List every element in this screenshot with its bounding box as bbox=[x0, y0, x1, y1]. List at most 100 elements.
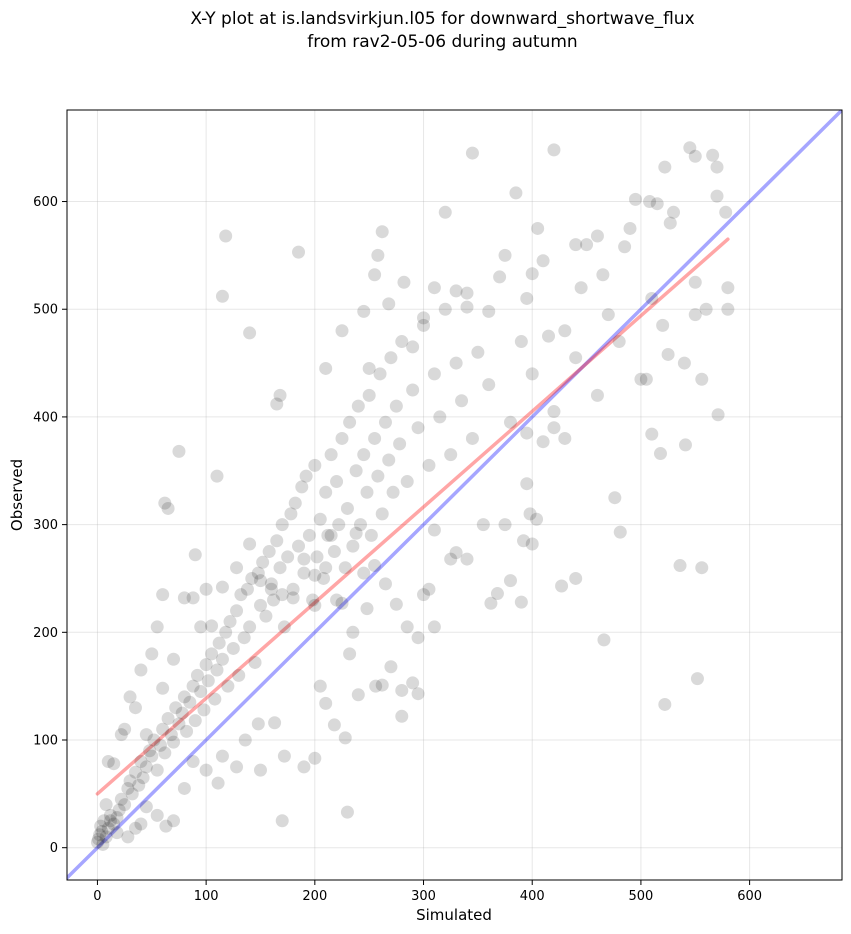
data-point bbox=[375, 678, 389, 692]
data-point bbox=[230, 760, 244, 774]
data-point bbox=[547, 143, 561, 157]
data-point bbox=[186, 679, 200, 693]
data-point bbox=[99, 830, 113, 844]
data-point bbox=[362, 361, 376, 375]
data-point bbox=[208, 692, 222, 706]
data-point bbox=[134, 817, 148, 831]
data-point bbox=[634, 372, 648, 386]
data-point bbox=[330, 475, 344, 489]
data-point bbox=[319, 485, 333, 499]
data-point bbox=[371, 248, 385, 262]
data-point bbox=[558, 431, 572, 445]
data-point bbox=[267, 593, 281, 607]
data-point bbox=[465, 431, 479, 445]
data-point bbox=[343, 647, 357, 661]
data-point bbox=[427, 620, 441, 634]
data-point bbox=[264, 582, 278, 596]
data-point bbox=[340, 805, 354, 819]
data-point bbox=[156, 722, 170, 736]
data-point bbox=[663, 216, 677, 230]
data-point bbox=[215, 749, 229, 763]
data-point bbox=[525, 537, 539, 551]
data-point bbox=[253, 763, 267, 777]
data-point bbox=[262, 545, 276, 559]
data-point bbox=[547, 405, 561, 419]
data-point bbox=[677, 356, 691, 370]
data-point bbox=[150, 763, 164, 777]
data-point bbox=[569, 238, 583, 252]
data-point bbox=[438, 302, 452, 316]
data-point bbox=[471, 345, 485, 359]
data-point bbox=[92, 832, 106, 846]
data-point bbox=[121, 781, 135, 795]
data-point bbox=[313, 512, 327, 526]
data-point bbox=[433, 410, 447, 424]
data-point bbox=[319, 696, 333, 710]
data-point bbox=[384, 351, 398, 365]
data-point bbox=[498, 518, 512, 532]
data-point bbox=[306, 593, 320, 607]
data-point bbox=[175, 706, 189, 720]
data-point bbox=[667, 205, 681, 219]
data-point bbox=[103, 808, 117, 822]
data-point bbox=[360, 602, 374, 616]
data-point bbox=[93, 828, 107, 842]
data-point bbox=[308, 751, 322, 765]
data-point bbox=[661, 347, 675, 361]
data-point bbox=[128, 821, 142, 835]
data-point bbox=[351, 688, 365, 702]
data-point bbox=[378, 577, 392, 591]
data-point bbox=[368, 431, 382, 445]
data-point bbox=[212, 636, 226, 650]
data-point bbox=[297, 760, 311, 774]
data-point bbox=[678, 438, 692, 452]
data-point bbox=[245, 571, 259, 585]
data-point bbox=[313, 679, 327, 693]
data-point bbox=[465, 146, 479, 160]
x-tick-label: 100 bbox=[194, 889, 219, 904]
data-point bbox=[360, 485, 374, 499]
data-point bbox=[90, 835, 104, 849]
data-point bbox=[362, 388, 376, 402]
data-point bbox=[215, 652, 229, 666]
data-point bbox=[639, 372, 653, 386]
data-point bbox=[643, 195, 657, 209]
data-point bbox=[493, 270, 507, 284]
data-point bbox=[368, 559, 382, 573]
data-point bbox=[238, 733, 252, 747]
data-point bbox=[302, 528, 316, 542]
x-tick-label: 400 bbox=[520, 889, 545, 904]
data-point bbox=[536, 254, 550, 268]
data-point bbox=[597, 633, 611, 647]
data-point bbox=[161, 501, 175, 515]
data-point bbox=[219, 625, 233, 639]
data-point bbox=[161, 711, 175, 725]
data-point bbox=[351, 399, 365, 413]
data-point bbox=[349, 526, 363, 540]
data-point bbox=[164, 728, 178, 742]
data-point bbox=[310, 550, 324, 564]
fit-line bbox=[95, 237, 730, 796]
data-point bbox=[335, 431, 349, 445]
data-point bbox=[275, 518, 289, 532]
data-point bbox=[153, 738, 167, 752]
data-point bbox=[270, 534, 284, 548]
data-point bbox=[427, 523, 441, 537]
data-point bbox=[406, 383, 420, 397]
data-point bbox=[384, 660, 398, 674]
data-point bbox=[371, 469, 385, 483]
data-point bbox=[324, 448, 338, 462]
data-point bbox=[650, 197, 664, 211]
data-point bbox=[277, 620, 291, 634]
data-point bbox=[172, 444, 186, 458]
data-point bbox=[177, 781, 191, 795]
data-point bbox=[221, 679, 235, 693]
data-point bbox=[613, 525, 627, 539]
data-point bbox=[346, 539, 360, 553]
data-point bbox=[460, 552, 474, 566]
data-point bbox=[520, 426, 534, 440]
data-point bbox=[123, 774, 137, 788]
data-point bbox=[292, 245, 306, 259]
data-point bbox=[536, 435, 550, 449]
data-point bbox=[134, 755, 148, 769]
